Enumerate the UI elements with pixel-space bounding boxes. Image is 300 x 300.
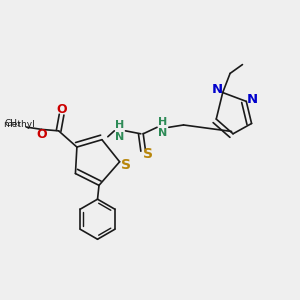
Text: O: O [37,128,47,141]
Text: H
N: H N [115,120,124,142]
Text: O: O [56,103,67,116]
Text: S: S [143,147,154,161]
Text: N: N [247,93,258,106]
Text: H
N: H N [158,116,167,138]
Text: CH₃: CH₃ [4,119,21,128]
Text: methyl: methyl [3,120,35,129]
Text: S: S [121,158,130,172]
Text: N: N [212,82,223,95]
